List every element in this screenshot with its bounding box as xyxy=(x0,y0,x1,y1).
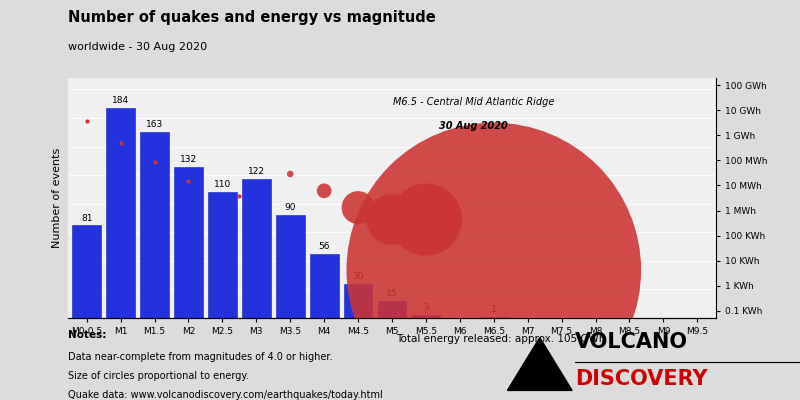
Text: Size of circles proportional to energy.: Size of circles proportional to energy. xyxy=(68,371,249,381)
Text: 163: 163 xyxy=(146,120,163,129)
Bar xyxy=(378,301,406,318)
Text: 184: 184 xyxy=(112,96,129,105)
Point xyxy=(419,216,432,223)
Text: 1: 1 xyxy=(491,305,497,314)
Text: 15: 15 xyxy=(386,289,398,298)
Bar xyxy=(106,108,135,318)
Text: DISCOVERY: DISCOVERY xyxy=(575,369,708,389)
Text: 30 Aug 2020: 30 Aug 2020 xyxy=(439,121,508,131)
Bar xyxy=(276,215,305,318)
Text: Notes:: Notes: xyxy=(68,330,106,340)
Bar xyxy=(174,167,203,318)
Bar xyxy=(310,254,338,318)
Text: 81: 81 xyxy=(81,214,93,222)
Bar xyxy=(72,226,101,318)
Bar xyxy=(242,178,270,318)
Point xyxy=(284,171,297,177)
Text: Number of quakes and energy vs magnitude: Number of quakes and energy vs magnitude xyxy=(68,10,436,25)
Text: Quake data: www.volcanodiscovery.com/earthquakes/today.html: Quake data: www.volcanodiscovery.com/ear… xyxy=(68,390,382,400)
Text: worldwide - 30 Aug 2020: worldwide - 30 Aug 2020 xyxy=(68,42,207,52)
Text: 122: 122 xyxy=(248,167,265,176)
Point xyxy=(487,267,500,273)
Y-axis label: Number of events: Number of events xyxy=(53,148,62,248)
Point xyxy=(352,204,365,211)
Bar xyxy=(479,317,508,318)
Text: 30: 30 xyxy=(352,272,364,281)
Point xyxy=(386,216,398,223)
Text: M6.5 - Central Mid Atlantic Ridge: M6.5 - Central Mid Atlantic Ridge xyxy=(393,97,554,107)
Text: Data near-complete from magnitudes of 4.0 or higher.: Data near-complete from magnitudes of 4.… xyxy=(68,352,333,362)
Text: 3: 3 xyxy=(423,303,429,312)
Bar xyxy=(344,284,373,318)
Text: 132: 132 xyxy=(180,155,197,164)
Text: 110: 110 xyxy=(214,180,231,190)
Text: 90: 90 xyxy=(285,203,296,212)
Point xyxy=(318,188,330,194)
Bar xyxy=(411,314,440,318)
Bar xyxy=(140,132,169,318)
Text: VOLCANO: VOLCANO xyxy=(575,332,688,352)
Text: 56: 56 xyxy=(318,242,330,251)
Polygon shape xyxy=(507,338,572,390)
Text: Total energy released: approx. 105 GWh: Total energy released: approx. 105 GWh xyxy=(396,334,606,344)
Bar xyxy=(208,192,237,318)
